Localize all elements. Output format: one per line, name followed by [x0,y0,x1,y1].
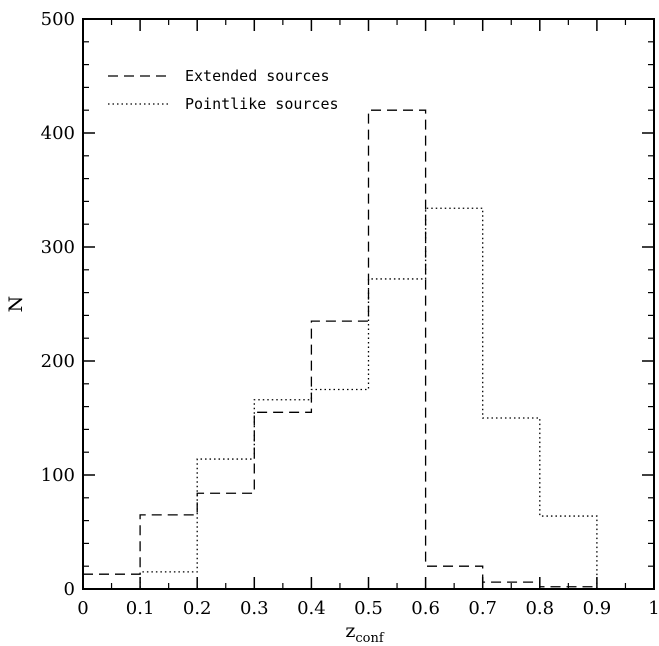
x-tick-label: 0.3 [240,598,269,619]
x-tick-label: 0.1 [126,598,155,619]
x-tick-label: 0.9 [583,598,612,619]
x-tick-label: 0.7 [468,598,497,619]
y-tick-label: 200 [41,351,75,372]
y-tick-label: 100 [41,465,75,486]
x-tick-label: 0 [77,598,88,619]
legend-label: Pointlike sources [185,95,339,113]
histogram-series-dotted [83,207,598,590]
y-tick-label: 0 [64,579,75,600]
plot-content [83,109,598,590]
x-tick-label: 0.4 [297,598,326,619]
y-tick-label: 400 [41,123,75,144]
legend: Extended sources Pointlike sources [108,67,339,113]
tick-labels: 0 0.1 0.2 0.3 0.4 0.5 0.6 0.7 0.8 0.9 1 0 100 200 300 4… [41,9,659,619]
x-tick-label: 0.2 [183,598,212,619]
legend-label: Extended sources [185,67,330,85]
histogram-series-dashed [83,109,598,589]
axis-ticks [82,18,655,590]
y-tick-label: 300 [41,237,75,258]
y-tick-label: 500 [41,9,75,30]
x-axis-label-subscript: conf [355,631,384,646]
x-tick-label: 0.8 [525,598,554,619]
y-axis-label: N [5,296,27,313]
x-axis-label: zconf [345,620,384,646]
plot-frame [82,18,655,590]
x-tick-label: 1 [648,598,659,619]
x-tick-label: 0.5 [354,598,383,619]
x-axis-label-main: z [345,620,355,642]
x-tick-label: 0.6 [411,598,440,619]
